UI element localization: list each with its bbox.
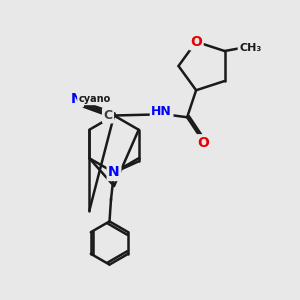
Text: cyano: cyano <box>78 94 111 104</box>
Text: HN: HN <box>151 105 172 118</box>
Text: N: N <box>71 92 82 106</box>
Text: O: O <box>198 136 210 150</box>
Text: O: O <box>190 35 202 49</box>
Text: CH₃: CH₃ <box>239 43 261 53</box>
Text: C: C <box>103 109 112 122</box>
Text: N: N <box>108 166 120 179</box>
